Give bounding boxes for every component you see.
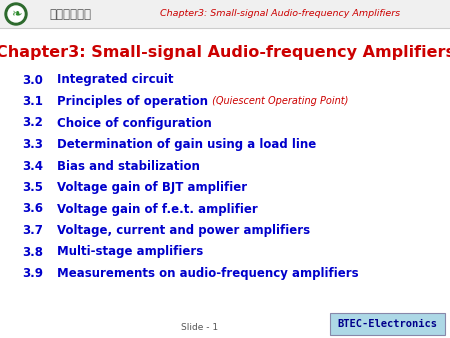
- Text: 3.7: 3.7: [22, 224, 43, 237]
- Text: Determination of gain using a load line: Determination of gain using a load line: [57, 138, 316, 151]
- Text: Voltage gain of f.e.t. amplifier: Voltage gain of f.e.t. amplifier: [57, 202, 258, 216]
- Text: 3.6: 3.6: [22, 202, 43, 216]
- Bar: [0, 0, 450, 28]
- Text: 3.4: 3.4: [22, 160, 43, 172]
- Text: 3.1: 3.1: [22, 95, 43, 108]
- Text: Measurements on audio-frequency amplifiers: Measurements on audio-frequency amplifie…: [57, 267, 359, 280]
- Text: 3.8: 3.8: [22, 245, 43, 259]
- Text: 3.2: 3.2: [22, 117, 43, 129]
- Text: 3.3: 3.3: [22, 138, 43, 151]
- Text: 3.0: 3.0: [22, 73, 43, 87]
- Text: Multi-stage amplifiers: Multi-stage amplifiers: [57, 245, 203, 259]
- Text: ❧: ❧: [11, 7, 21, 21]
- Text: Integrated circuit: Integrated circuit: [57, 73, 174, 87]
- Circle shape: [5, 3, 27, 25]
- Text: Choice of configuration: Choice of configuration: [57, 117, 212, 129]
- Text: BTEC-Electronics: BTEC-Electronics: [338, 319, 437, 329]
- Text: 广东教育学院: 广东教育学院: [49, 7, 91, 21]
- Text: Bias and stabilization: Bias and stabilization: [57, 160, 200, 172]
- Text: Principles of operation: Principles of operation: [57, 95, 208, 108]
- Text: Voltage, current and power amplifiers: Voltage, current and power amplifiers: [57, 224, 310, 237]
- Text: (Quiescent Operating Point): (Quiescent Operating Point): [209, 97, 348, 106]
- Text: Chapter3: Small-signal Audio-frequency Amplifiers: Chapter3: Small-signal Audio-frequency A…: [160, 9, 400, 19]
- Text: 3.9: 3.9: [22, 267, 43, 280]
- Text: 3.5: 3.5: [22, 181, 43, 194]
- Text: Chapter3: Small-signal Audio-frequency Amplifiers: Chapter3: Small-signal Audio-frequency A…: [0, 45, 450, 59]
- Text: Voltage gain of BJT amplifier: Voltage gain of BJT amplifier: [57, 181, 247, 194]
- Circle shape: [8, 6, 24, 22]
- Text: Slide - 1: Slide - 1: [181, 322, 219, 332]
- FancyBboxPatch shape: [330, 313, 445, 335]
